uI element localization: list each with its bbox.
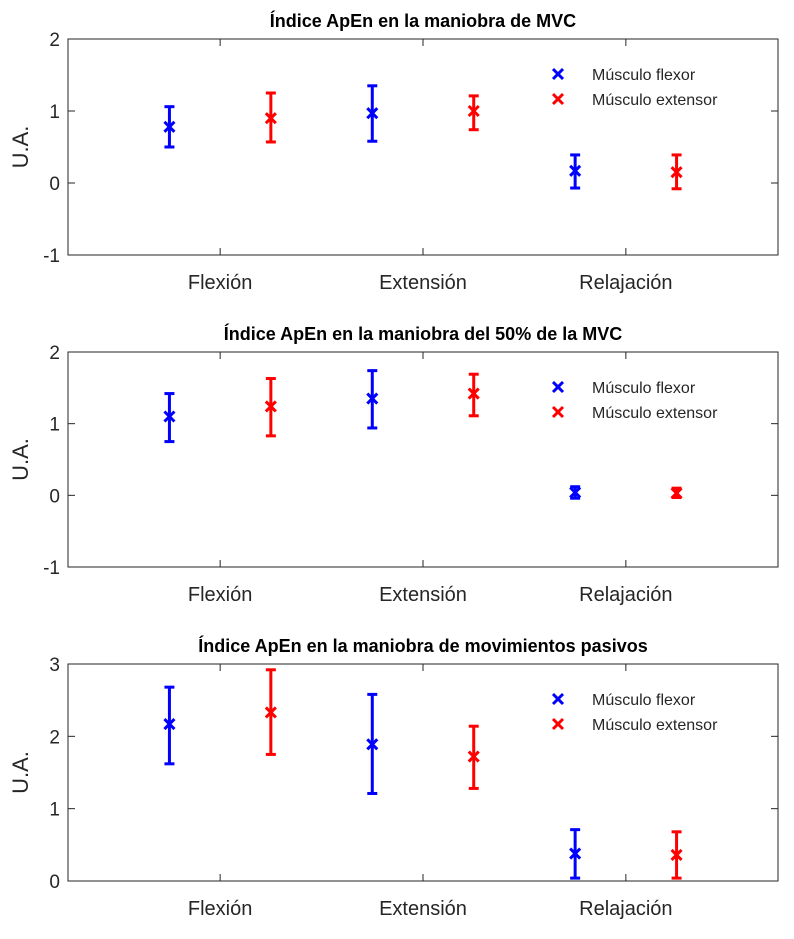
x-marker-stroke [264,400,277,413]
x-marker-stroke [366,738,379,751]
x-marker-stroke [670,487,683,500]
x-marker-stroke [366,392,379,405]
x-marker-stroke [569,164,582,177]
x-marker-stroke [264,706,277,719]
data-point-flexor [366,392,379,405]
legend-label: Músculo extensor [592,92,718,109]
x-marker-stroke [670,166,683,179]
legend-marker [551,92,565,106]
y-tick-label: -1 [43,246,60,267]
y-tick-label: 1 [49,102,60,123]
y-tick-label: -1 [43,558,60,579]
y-tick-label: 2 [49,727,60,748]
x-marker-stroke [467,104,480,118]
legend-marker [551,67,565,81]
x-marker-stroke [569,486,582,499]
x-tick-label: Extensión [379,584,467,606]
chart-title: Índice ApEn en la maniobra de MVC [270,10,576,31]
legend-marker [551,405,565,419]
legend-label: Músculo flexor [592,67,696,84]
x-marker-stroke [366,107,379,120]
chart-title: Índice ApEn en la maniobra de movimiento… [198,635,647,656]
data-point-flexor [163,717,176,731]
legend-marker [551,717,565,731]
x-marker-stroke [163,410,176,423]
x-marker-stroke [163,717,176,731]
x-tick-label: Flexión [188,272,252,294]
y-tick-label: 3 [49,655,60,676]
x-marker-stroke [264,112,277,125]
chart-panel-2: Índice ApEn en la maniobra del 50% de la… [8,323,779,606]
data-point-extensor [467,750,480,763]
chart-title: Índice ApEn en la maniobra del 50% de la… [224,323,622,344]
data-point-flexor [163,410,176,423]
x-marker-stroke [569,847,582,860]
x-marker-stroke [467,387,480,400]
data-point-extensor [264,706,277,719]
y-tick-label: 2 [49,343,60,364]
y-tick-label: 0 [49,174,60,195]
data-point-extensor [670,487,683,500]
data-point-flexor [366,107,379,120]
data-point-extensor [670,166,683,179]
data-point-flexor [569,847,582,860]
y-axis-label: U.A. [8,438,33,481]
legend-marker [551,380,565,394]
data-point-flexor [569,486,582,499]
legend-label: Músculo flexor [592,380,696,397]
legend: Músculo flexor Músculo extensor [551,692,718,734]
x-tick-label: Flexión [188,584,252,606]
y-tick-label: 1 [49,800,60,821]
data-point-flexor [569,164,582,177]
y-tick-label: 0 [49,486,60,507]
y-tick-label: 1 [49,415,60,436]
x-marker-stroke [670,848,683,862]
chart-panel-1: Índice ApEn en la maniobra de MVC -1 0 1 2 U.… [8,10,779,294]
data-point-extensor [467,387,480,400]
data-point-extensor [264,112,277,125]
data-point-flexor [163,120,176,133]
x-tick-label: Extensión [379,272,467,294]
x-tick-label: Relajación [579,272,672,294]
legend: Músculo flexor Músculo extensor [551,380,718,422]
legend-label: Músculo flexor [592,692,696,709]
x-marker-stroke [163,120,176,133]
x-tick-label: Flexión [188,898,252,920]
legend-marker [551,692,565,706]
x-marker-stroke [467,750,480,763]
x-tick-label: Relajación [579,898,672,920]
data-point-flexor [366,738,379,751]
x-tick-label: Relajación [579,584,672,606]
y-tick-label: 2 [49,30,60,51]
y-axis-label: U.A. [8,751,33,794]
data-point-extensor [264,400,277,413]
y-axis-label: U.A. [8,126,33,169]
legend: Músculo flexor Músculo extensor [551,67,718,109]
y-tick-label: 0 [49,872,60,893]
chart-panel-3: Índice ApEn en la maniobra de movimiento… [8,635,779,920]
x-tick-label: Extensión [379,898,467,920]
data-point-extensor [670,848,683,862]
legend-label: Músculo extensor [592,405,718,422]
data-point-extensor [467,104,480,118]
legend-label: Músculo extensor [592,717,718,734]
